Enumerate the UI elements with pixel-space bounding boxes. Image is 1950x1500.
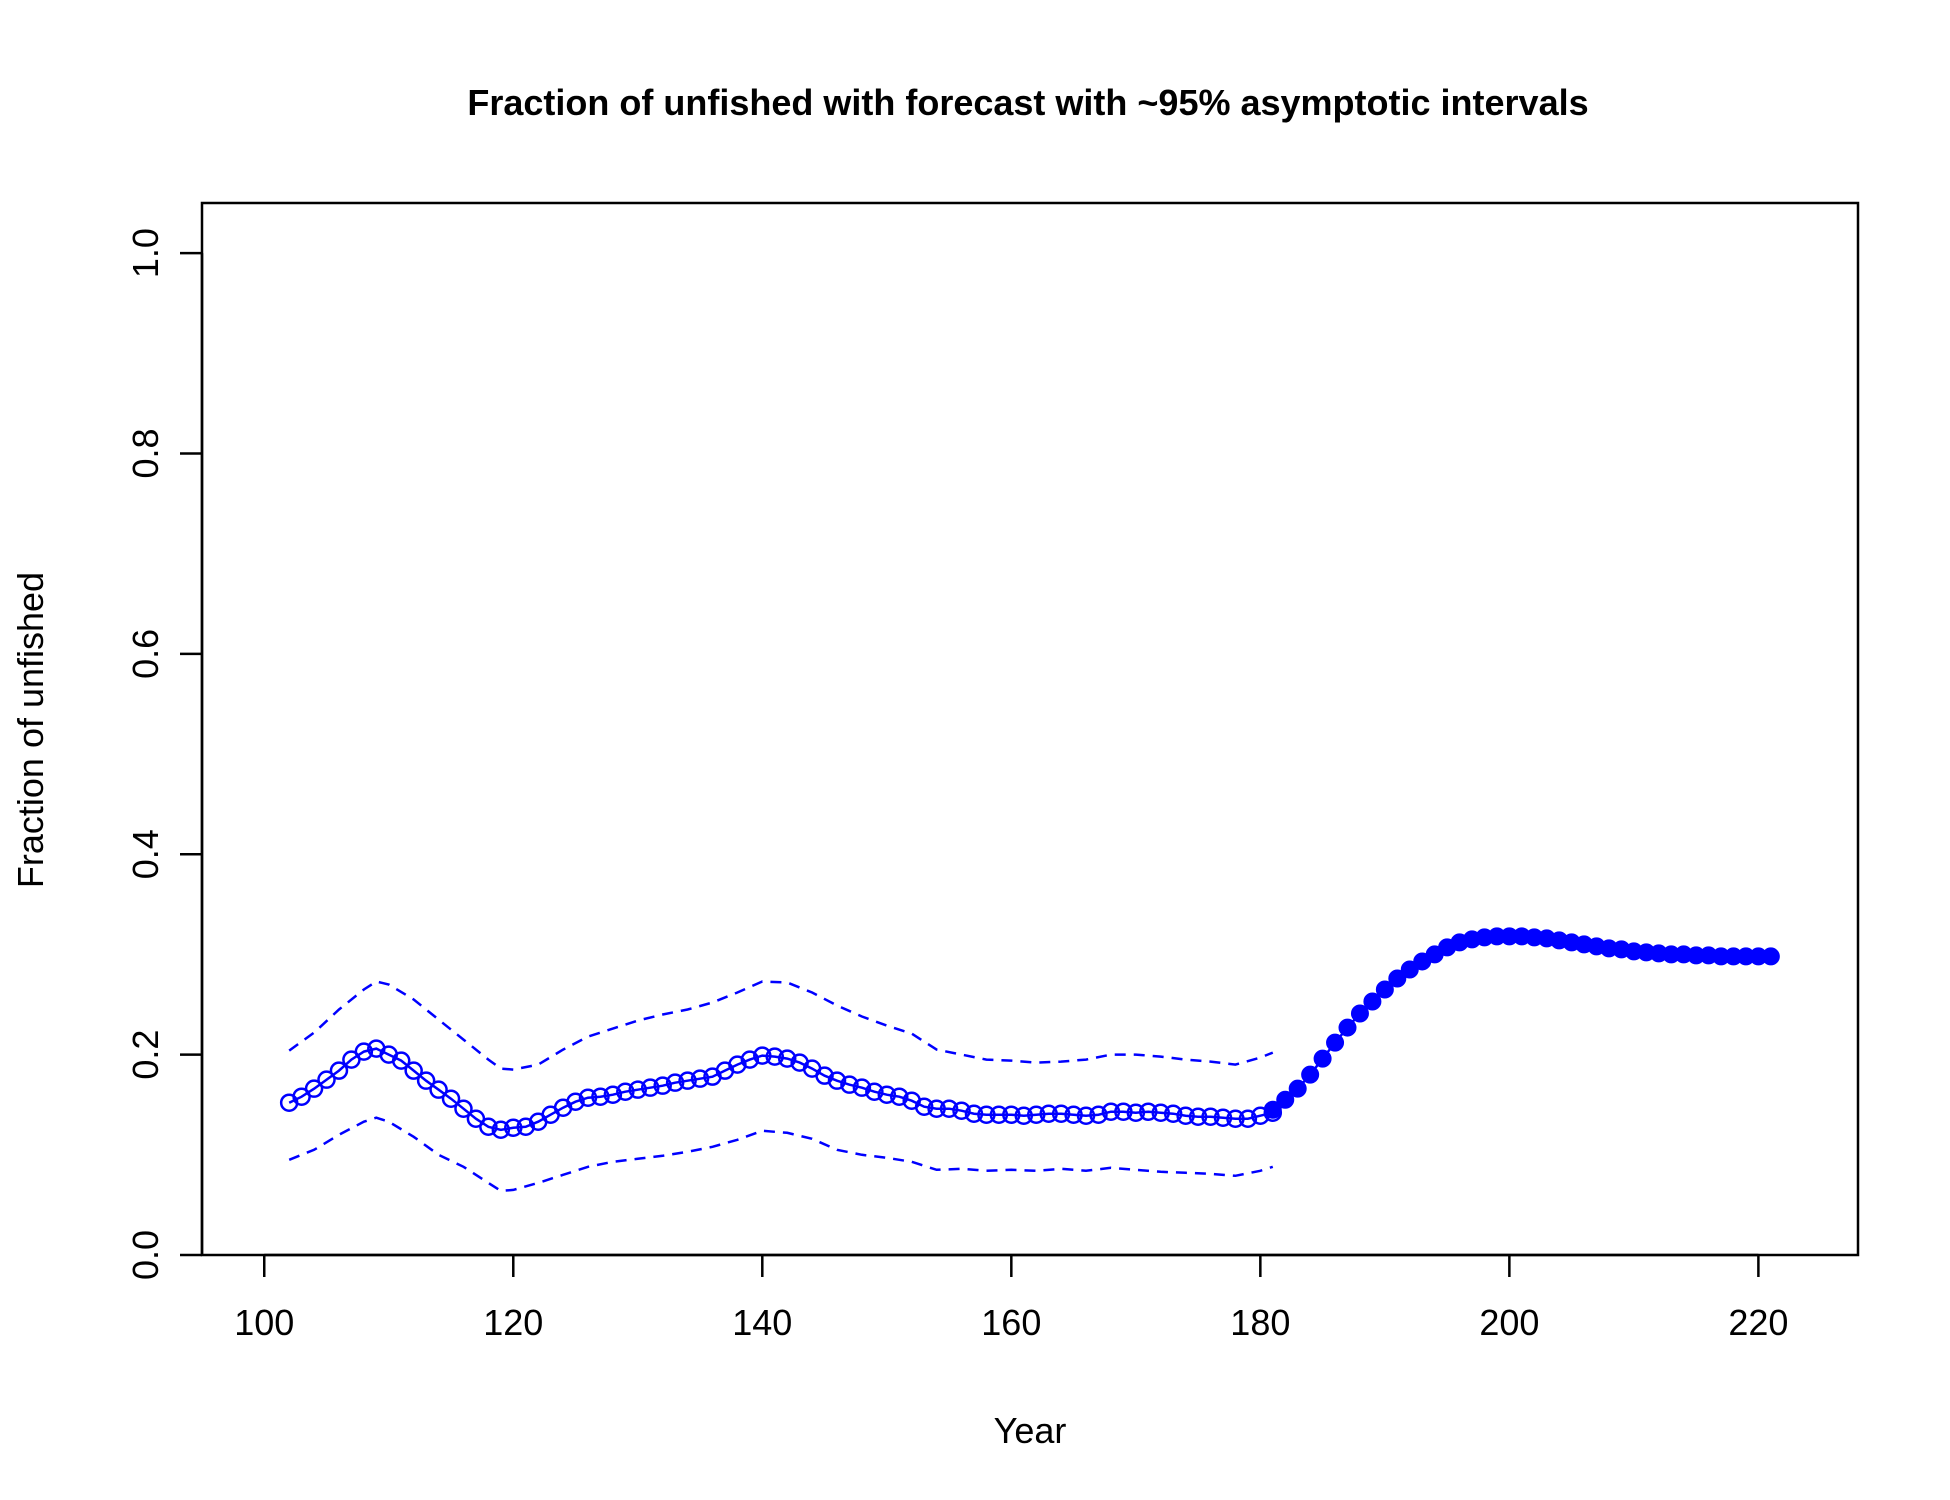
series-estimate-point xyxy=(914,1097,934,1116)
series-estimate-point xyxy=(1051,1104,1071,1123)
series-estimate-point xyxy=(429,1080,448,1099)
series-estimate-point xyxy=(1188,1107,1208,1126)
series-estimate-point xyxy=(1151,1103,1170,1122)
series-estimate-point xyxy=(1114,1102,1133,1121)
series-estimate-point xyxy=(678,1071,697,1090)
series-forecast-point xyxy=(1338,1018,1357,1037)
series-estimate-point xyxy=(877,1085,897,1104)
series-estimate-point xyxy=(391,1051,411,1070)
series-estimate-point xyxy=(616,1082,635,1101)
series-estimate-point xyxy=(865,1082,884,1101)
series-estimate-point xyxy=(952,1101,971,1120)
series-upper-95-line xyxy=(288,980,1274,1071)
x-tick-label: 160 xyxy=(981,1302,1041,1343)
series-estimate-point xyxy=(753,1046,772,1065)
series-estimate-point xyxy=(1126,1103,1146,1122)
series-estimate-point xyxy=(1101,1102,1121,1121)
x-tick-label: 100 xyxy=(234,1302,294,1343)
series-estimate-point xyxy=(354,1042,374,1061)
series-estimate-point xyxy=(317,1070,336,1089)
series-estimate-point xyxy=(740,1050,760,1069)
series-estimate-point xyxy=(591,1087,610,1106)
series-estimate-point xyxy=(777,1049,797,1068)
y-tick-label: 0.6 xyxy=(125,629,166,679)
series-forecast-point xyxy=(1288,1079,1307,1098)
series-estimate-point xyxy=(1064,1105,1083,1124)
y-axis: 0.0 0.2 0.4 0.6 0.8 1.0 xyxy=(125,228,204,1280)
series-layer xyxy=(279,927,1780,1193)
x-tick-label: 200 xyxy=(1479,1302,1539,1343)
y-tick-label: 0.0 xyxy=(125,1230,166,1280)
series-estimate-point xyxy=(516,1117,535,1137)
chart-title: Fraction of unfished with forecast with … xyxy=(467,82,1588,123)
series-estimate-point xyxy=(441,1089,461,1108)
series-estimate-line xyxy=(288,1047,1274,1132)
series-estimate-point xyxy=(1238,1109,1258,1128)
series-estimate-point xyxy=(1076,1106,1096,1125)
series-forecast-point xyxy=(1388,969,1407,988)
x-tick-label: 180 xyxy=(1230,1302,1290,1343)
y-tick-label: 0.4 xyxy=(125,829,166,879)
series-forecast-point xyxy=(1761,947,1780,966)
series-estimate-point xyxy=(1201,1107,1220,1126)
series-estimate-point xyxy=(504,1118,523,1138)
series-estimate-point xyxy=(964,1104,984,1123)
series-estimate-point xyxy=(304,1079,324,1098)
series-estimate-point xyxy=(603,1085,623,1104)
series-estimate-point xyxy=(927,1099,946,1118)
series-estimate-point xyxy=(665,1073,685,1092)
series-estimate-point xyxy=(827,1071,847,1090)
series-estimate-point xyxy=(640,1078,660,1097)
series-estimate-point xyxy=(454,1099,473,1118)
series-estimate-point xyxy=(404,1061,423,1080)
y-tick-label: 0.2 xyxy=(125,1030,166,1080)
series-estimate-point xyxy=(578,1088,598,1107)
series-estimate-point xyxy=(728,1055,747,1074)
series-estimate-point xyxy=(653,1076,672,1095)
series-forecast-point xyxy=(1301,1065,1320,1084)
y-axis-label: Fraction of unfished xyxy=(10,572,51,888)
series-estimate-point xyxy=(479,1117,498,1137)
series-estimate-point xyxy=(1176,1106,1195,1125)
series-lower-95-line xyxy=(288,1116,1274,1193)
series-estimate-point xyxy=(1026,1105,1046,1124)
series-estimate-point xyxy=(1014,1106,1034,1125)
series-forecast-point xyxy=(1313,1049,1332,1068)
series-forecast-point xyxy=(1375,980,1394,999)
series-forecast-point xyxy=(1276,1090,1295,1109)
series-estimate-point xyxy=(890,1087,909,1106)
series-estimate-point xyxy=(815,1066,834,1085)
y-tick-label: 0.8 xyxy=(125,428,166,478)
series-estimate-point xyxy=(1213,1108,1233,1127)
series-estimate-point xyxy=(329,1061,349,1080)
series-estimate-point xyxy=(977,1105,996,1124)
series-estimate-point xyxy=(1163,1104,1183,1123)
series-estimate-point xyxy=(1226,1109,1245,1128)
x-axis: 100 120 140 160 180 200 220 xyxy=(234,1253,1788,1343)
series-estimate-point xyxy=(1039,1104,1058,1123)
series-estimate-point xyxy=(840,1075,859,1094)
y-tick-label: 1.0 xyxy=(125,228,166,278)
series-estimate-point xyxy=(939,1099,959,1118)
series-estimate-point xyxy=(1089,1105,1108,1124)
series-estimate-point xyxy=(690,1069,710,1088)
x-axis-label: Year xyxy=(994,1410,1067,1451)
x-tick-label: 140 xyxy=(732,1302,792,1343)
series-estimate-point xyxy=(628,1080,648,1099)
series-forecast-point xyxy=(1363,992,1382,1011)
x-tick-label: 120 xyxy=(483,1302,543,1343)
series-estimate-point xyxy=(765,1047,785,1066)
series-estimate-point xyxy=(989,1105,1009,1124)
series-forecast-point xyxy=(1263,1100,1282,1119)
series-estimate-point xyxy=(1139,1102,1158,1121)
series-estimate-point xyxy=(852,1078,872,1097)
x-tick-label: 220 xyxy=(1728,1302,1788,1343)
series-estimate-point xyxy=(1002,1105,1021,1124)
series-estimate-point xyxy=(416,1071,436,1090)
series-forecast-point xyxy=(1350,1004,1369,1023)
series-estimate-point xyxy=(491,1120,511,1140)
series-forecast-point xyxy=(1326,1033,1345,1052)
series-estimate-point xyxy=(566,1092,585,1111)
